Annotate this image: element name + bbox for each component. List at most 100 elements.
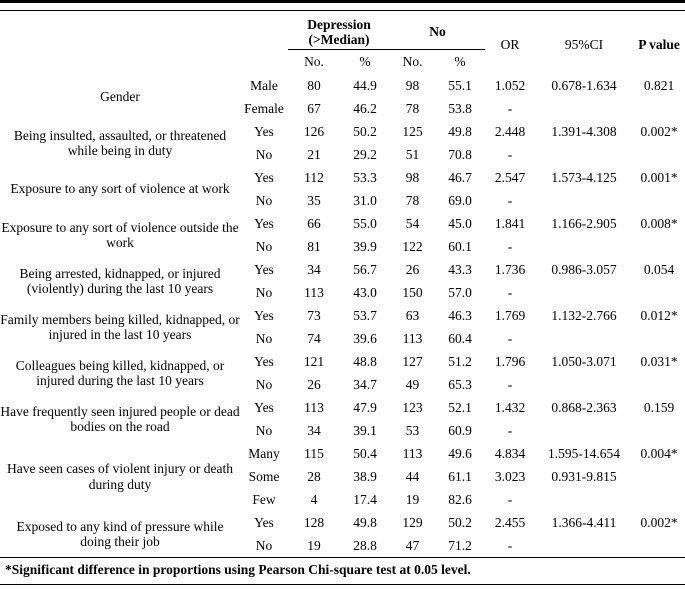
column-group-no-depression: No — [390, 10, 486, 50]
table-row: No 21 29.2 51 70.8 - — [0, 143, 685, 166]
subcategory-cell: No — [255, 422, 273, 438]
table-row: Have frequently seen injured people or d… — [0, 396, 685, 434]
table-row: Some 28 38.9 44 61.1 3.023 0.931-9.815 — [0, 465, 685, 488]
table-row: Female 67 46.2 78 53.8 - — [0, 97, 685, 120]
subcategory-cell: Yes — [254, 514, 274, 530]
depression-count-cell: 74 — [307, 330, 321, 346]
p-value-cell — [633, 281, 685, 304]
table-row: No 35 31.0 78 69.0 - — [0, 189, 685, 212]
no-depression-percent-cell: 55.1 — [448, 77, 472, 93]
odds-ratio-cell: 1.769 — [494, 307, 526, 323]
category-label: Have seen cases of violent injury or dea… — [6, 461, 234, 492]
table-body: Gender Male 80 44.9 98 55.1 1.052 0.678-1.634 0.… — [0, 74, 685, 558]
table-row: Colleagues being killed, kidnapped, or i… — [0, 350, 685, 388]
table-row: Being insulted, assaulted, or threatened… — [0, 120, 685, 158]
confidence-interval-cell — [535, 373, 633, 396]
subcategory-cell: Yes — [254, 307, 274, 323]
table-row: No 81 39.9 122 60.1 - — [0, 235, 685, 258]
significance-footnote: *Significant difference in proportions u… — [0, 556, 685, 586]
confidence-interval-cell: 0.986-3.057 — [551, 261, 617, 277]
subcategory-cell: No — [255, 376, 273, 392]
column-header-or: OR — [500, 36, 520, 52]
confidence-interval-cell — [535, 189, 633, 212]
p-value-cell — [633, 419, 685, 442]
subheader-no-percent: % — [359, 54, 371, 70]
table-row: Few 4 17.4 19 82.6 - — [0, 488, 685, 511]
table-row: Being arrested, kidnapped, or injured (v… — [0, 258, 685, 296]
depression-count-cell: 73 — [307, 307, 321, 323]
p-value-cell: 0.004* — [640, 445, 678, 461]
no-depression-count-cell: 123 — [402, 399, 423, 415]
no-depression-percent-cell: 60.1 — [448, 238, 472, 254]
subcategory-cell: No — [255, 238, 273, 254]
p-value-cell: 0.821 — [643, 77, 675, 93]
subcategory-cell: Yes — [254, 353, 274, 369]
no-depression-count-cell: 122 — [402, 238, 423, 254]
subcategory-cell: Some — [248, 468, 280, 484]
statistics-table: Depression (>Median) No OR 95%CI P value… — [0, 10, 685, 586]
confidence-interval-cell — [535, 235, 633, 258]
no-depression-percent-cell: 71.2 — [448, 537, 472, 553]
table-row: No 19 28.8 47 71.2 - — [0, 534, 685, 558]
odds-ratio-cell: 2.455 — [494, 514, 526, 530]
depression-count-cell: 34 — [307, 261, 321, 277]
table-row: Exposure to any sort of violence outside… — [0, 212, 685, 250]
depression-count-cell: 66 — [307, 215, 321, 231]
no-depression-percent-cell: 60.4 — [448, 330, 472, 346]
depression-count-cell: 126 — [303, 123, 325, 139]
odds-ratio-cell: 1.841 — [494, 215, 526, 231]
confidence-interval-cell — [535, 281, 633, 304]
depression-count-cell: 67 — [307, 100, 321, 116]
no-depression-percent-cell: 70.8 — [448, 146, 472, 162]
p-value-cell: 0.054 — [643, 261, 675, 277]
confidence-interval-cell: 1.366-4.411 — [551, 514, 617, 530]
depression-count-cell: 81 — [307, 238, 321, 254]
subcategory-cell: Yes — [254, 169, 274, 185]
odds-ratio-cell: 2.547 — [494, 169, 526, 185]
odds-ratio-cell: - — [507, 330, 513, 346]
no-depression-count-cell: 98 — [405, 169, 420, 185]
no-depression-count-cell: 19 — [405, 491, 420, 507]
p-value-cell — [633, 143, 685, 166]
odds-ratio-cell: - — [507, 192, 513, 208]
subcategory-cell: Male — [250, 77, 278, 93]
confidence-interval-cell — [535, 488, 633, 511]
table-header: Depression (>Median) No OR 95%CI P value… — [0, 10, 685, 75]
depression-count-cell: 128 — [303, 514, 325, 530]
confidence-interval-cell: 0.678-1.634 — [551, 77, 617, 93]
depression-count-cell: 34 — [307, 422, 321, 438]
empty-header-cell — [0, 11, 288, 75]
no-depression-count-cell: 125 — [402, 123, 423, 139]
odds-ratio-cell: 1.736 — [494, 261, 526, 277]
no-depression-percent-cell: 45.0 — [448, 215, 472, 231]
p-value-cell: 0.002* — [640, 514, 678, 530]
p-value-cell: 0.008* — [640, 215, 678, 231]
odds-ratio-cell: 3.023 — [494, 468, 526, 484]
depression-percent-cell: 28.8 — [353, 537, 377, 553]
confidence-interval-cell: 0.868-2.363 — [551, 399, 617, 415]
p-value-cell: 0.031* — [640, 353, 678, 369]
p-value-cell — [633, 97, 685, 120]
odds-ratio-cell: - — [507, 146, 513, 162]
no-depression-count-cell: 63 — [405, 307, 420, 323]
odds-ratio-cell: - — [507, 376, 513, 392]
depression-count-cell: 121 — [303, 353, 325, 369]
depression-percent-cell: 50.2 — [353, 123, 377, 139]
subcategory-cell: Yes — [254, 399, 274, 415]
depression-count-cell: 80 — [307, 77, 321, 93]
odds-ratio-cell: - — [507, 491, 513, 507]
p-value-cell — [633, 534, 685, 558]
confidence-interval-cell: 1.595-14.654 — [548, 445, 621, 461]
no-depression-count-cell: 26 — [405, 261, 420, 277]
table-row: Exposed to any kind of pressure while do… — [0, 511, 685, 549]
confidence-interval-cell — [535, 534, 633, 558]
p-value-cell — [633, 235, 685, 258]
table-footer: *Significant difference in proportions u… — [0, 556, 685, 586]
no-depression-count-cell: 54 — [405, 215, 420, 231]
confidence-interval-cell: 0.931-9.815 — [551, 468, 617, 484]
category-label: Have frequently seen injured people or d… — [0, 403, 240, 434]
depression-count-cell: 112 — [304, 169, 324, 185]
p-value-cell: 0.012* — [640, 307, 678, 323]
depression-percent-cell: 38.9 — [353, 468, 377, 484]
